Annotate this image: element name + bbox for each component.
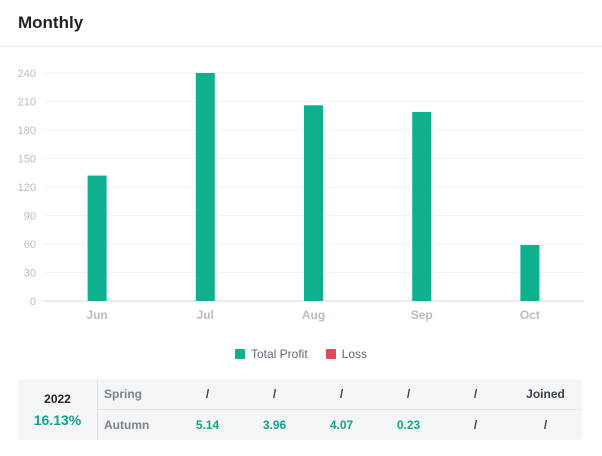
season-value: / (543, 418, 548, 432)
legend-item-total-profit[interactable]: Total Profit (234, 347, 308, 361)
x-tick-label: Sep (411, 308, 433, 322)
y-tick-label: 60 (24, 239, 36, 251)
season-name: Autumn (104, 418, 150, 432)
bar-total-profit (412, 111, 432, 301)
y-tick-label: 30 (24, 268, 36, 280)
x-tick-label: Jul (197, 308, 214, 322)
legend-item-loss[interactable]: Loss (325, 347, 368, 361)
season-value: / (272, 387, 277, 401)
chart-legend: Total Profit Loss (0, 345, 602, 363)
card-header: Monthly (0, 0, 602, 47)
season-rows: Spring / / / / / Joined Autumn 5.14 3.96… (98, 379, 582, 440)
year-label: 2022 (44, 391, 71, 406)
legend-swatch-profit (234, 349, 245, 359)
x-tick-label: Oct (520, 308, 540, 322)
legend-label-loss: Loss (341, 347, 368, 361)
y-tick-label: 180 (18, 125, 36, 137)
season-name: Spring (104, 387, 142, 401)
season-value: / (406, 387, 411, 401)
y-tick-label: 0 (30, 296, 36, 308)
y-tick-label: 120 (18, 182, 36, 194)
summary-table: 2022 16.13% Spring / / / / / Joined Autu… (18, 379, 582, 440)
year-summary: 2022 16.13% (18, 379, 98, 440)
x-tick-label: Aug (302, 308, 325, 322)
season-value: / (473, 387, 478, 401)
bar-total-profit (520, 244, 540, 301)
card-title: Monthly (18, 13, 84, 32)
y-tick-label: 210 (18, 97, 36, 109)
x-tick-label: Jun (86, 308, 107, 322)
season-value: Joined (526, 387, 565, 401)
season-row-spring: Spring / / / / / Joined (98, 379, 582, 409)
season-value: / (339, 387, 344, 401)
bar-total-profit (195, 73, 215, 301)
bar-total-profit (87, 175, 107, 301)
y-tick-label: 240 (18, 68, 36, 80)
legend-label-total-profit: Total Profit (250, 347, 308, 361)
y-tick-label: 150 (18, 154, 36, 166)
season-value: 3.96 (262, 418, 287, 432)
season-value: 5.14 (195, 418, 220, 432)
season-value: 0.23 (396, 418, 421, 432)
season-value: / (473, 418, 478, 432)
y-tick-label: 90 (24, 211, 36, 223)
season-row-autumn: Autumn 5.14 3.96 4.07 0.23 / / (98, 409, 582, 440)
year-return: 16.13% (33, 411, 82, 428)
season-value: / (205, 387, 210, 401)
season-value: 4.07 (329, 418, 354, 432)
legend-swatch-loss (325, 349, 336, 359)
bar-total-profit (304, 105, 323, 301)
monthly-bar-chart: 0 30 60 90 120 150 180 210 240 Jun Jul Aug Sep Oct (18, 68, 584, 322)
